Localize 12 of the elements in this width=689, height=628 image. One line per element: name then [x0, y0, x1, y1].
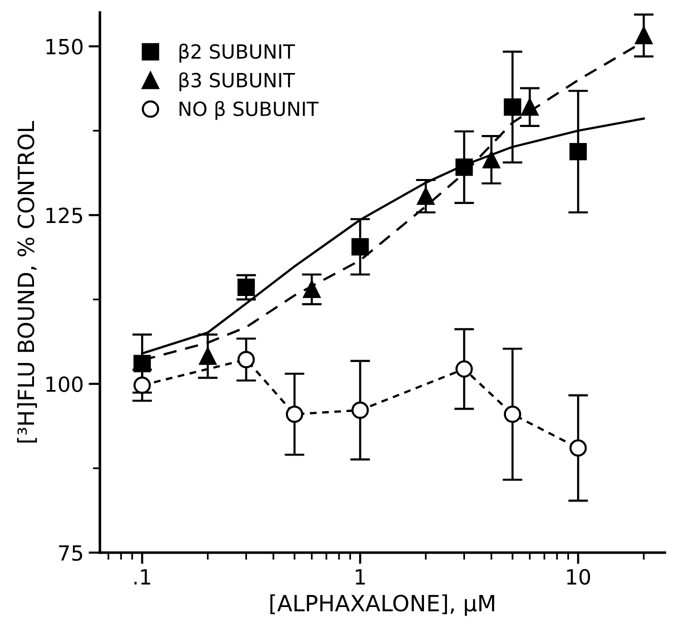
y-axis-title: [³H]FLU BOUND, % CONTROL	[17, 120, 37, 442]
x-tick-label: 10	[567, 568, 590, 585]
x-tick-label: 1	[356, 569, 365, 584]
legend-label: β3 SUBUNIT	[180, 72, 296, 92]
y-tick-label: 75	[59, 545, 82, 561]
legend-label: β2 SUBUNIT	[180, 44, 296, 63]
x-tick-label: .1	[134, 569, 150, 584]
y-tick-label: 150	[46, 38, 83, 55]
y-tick-label: 125	[46, 208, 82, 224]
legend-label: NO β SUBUNIT	[180, 100, 319, 120]
y-tick-label: 100	[46, 376, 83, 392]
x-axis-title: [ALPHAXALONE], μM	[270, 594, 494, 616]
